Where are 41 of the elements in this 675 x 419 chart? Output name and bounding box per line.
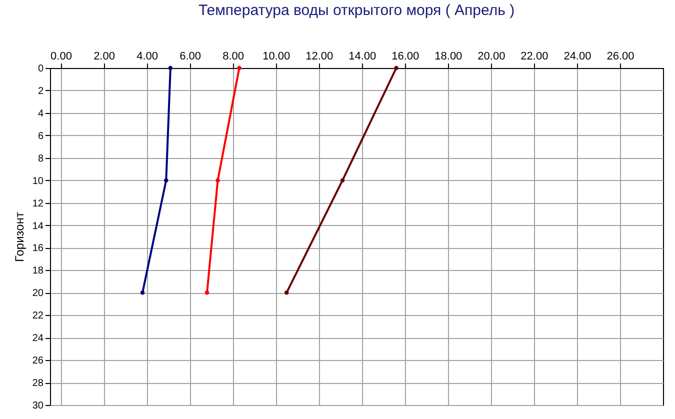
point	[340, 178, 345, 182]
x-tick-label: 2.00	[94, 50, 115, 62]
point	[140, 290, 145, 295]
y-tick-label: 18	[32, 266, 44, 277]
x-tick-label: 24.00	[564, 50, 592, 62]
y-tick-label: 0	[38, 64, 44, 74]
point	[216, 178, 220, 182]
x-tick-label: 6.00	[180, 50, 202, 62]
point	[237, 66, 242, 70]
x-tick-label: 26.00	[606, 50, 634, 62]
y-tick-label: 6	[38, 130, 44, 142]
y-tick-label: 28	[32, 378, 44, 390]
y-tick-label: 20	[32, 288, 44, 300]
x-tick-label: 12.00	[306, 50, 334, 62]
x-tick-label: 20.00	[478, 50, 506, 62]
x-tick-label: 22.00	[520, 50, 548, 62]
y-tick-label: 30	[32, 400, 44, 412]
y-axis-title: Горизонт	[12, 212, 26, 262]
y-tick-label: 22	[32, 310, 44, 322]
y-tick-label: 24	[32, 333, 44, 344]
point	[164, 178, 168, 182]
y-tick-label: 26	[32, 356, 44, 367]
point	[204, 290, 210, 295]
x-tick-label: 18.00	[434, 50, 462, 62]
x-tick-label: 14.00	[348, 50, 376, 62]
x-tick-label: 0.00	[50, 50, 72, 62]
point	[284, 290, 289, 295]
x-tick-label: 8.00	[222, 50, 244, 62]
y-tick-label: 10	[32, 176, 44, 187]
point	[168, 66, 173, 70]
y-tick-label: 14	[32, 220, 44, 232]
y-tick-label: 4	[38, 108, 44, 120]
y-tick-label: 2	[38, 86, 44, 97]
y-tick-label: 12	[32, 198, 44, 210]
x-tick-label: 4.00	[136, 50, 158, 62]
point	[394, 66, 398, 70]
x-tick-label: 10.00	[262, 50, 290, 62]
y-tick-label: 8	[38, 153, 44, 164]
x-tick-label: 16.00	[392, 50, 420, 62]
y-tick-label: 16	[32, 243, 44, 254]
chart-title: Температура воды открытого моря ( Апрель )	[198, 2, 515, 19]
